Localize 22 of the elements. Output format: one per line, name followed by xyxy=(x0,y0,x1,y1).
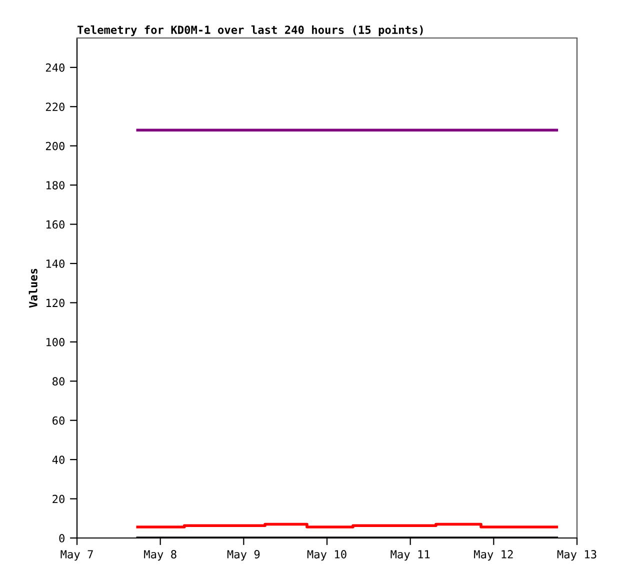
y-tick-label: 220 xyxy=(46,102,64,112)
y-tick-label: 100 xyxy=(46,338,64,346)
y-tick-label: 200 xyxy=(46,142,64,150)
y-tick-label: 0 xyxy=(59,534,64,542)
y-tick-label: 20 xyxy=(52,494,64,504)
y-tick-label: 40 xyxy=(52,456,64,464)
y-tick-label: 120 xyxy=(46,298,64,308)
x-tick-label: May 11 xyxy=(390,550,430,561)
x-tick-label: May 12 xyxy=(474,550,513,561)
y-tick-label: 180 xyxy=(46,181,64,190)
x-tick-label: May 8 xyxy=(144,550,176,561)
x-tick-label: May 10 xyxy=(307,550,346,561)
chart-title: Telemetry for KD0M-1 over last 240 hours (15 points) xyxy=(77,24,423,36)
y-tick-label: 80 xyxy=(52,377,64,386)
x-tick-label: May 9 xyxy=(227,550,260,561)
y-tick-label: 240 xyxy=(46,63,64,72)
y-tick-label: 160 xyxy=(46,220,64,229)
x-tick-label: May 7 xyxy=(60,550,93,561)
y-tick-label: 60 xyxy=(52,416,64,425)
x-tick-label: May 13 xyxy=(557,550,596,561)
y-tick-label: 140 xyxy=(46,259,64,268)
y-axis-title: Values xyxy=(28,268,38,308)
